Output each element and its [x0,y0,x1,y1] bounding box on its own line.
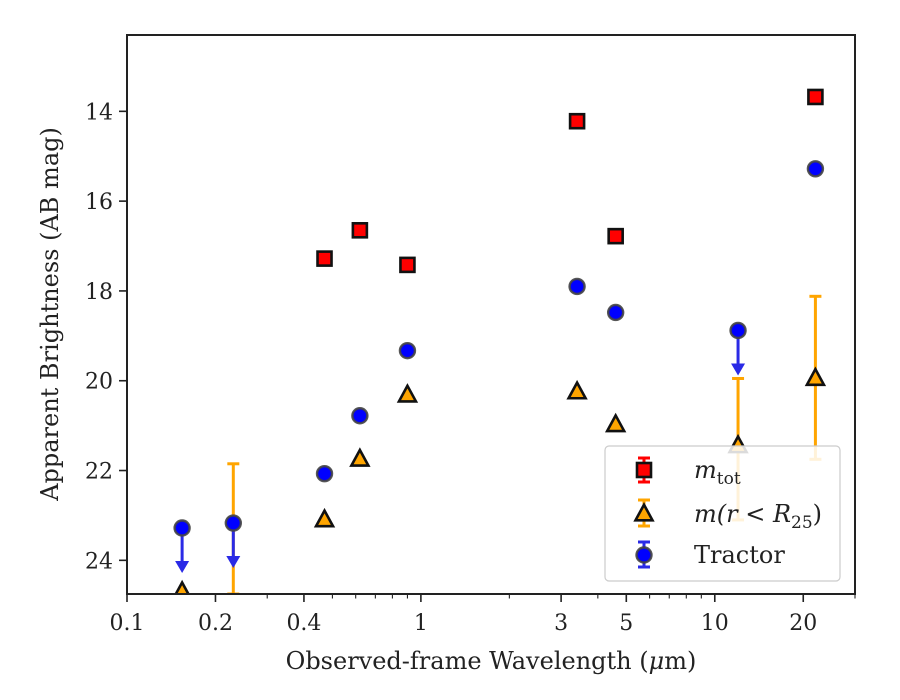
y-tick-label: 22 [85,460,113,485]
mr25-point [174,579,190,594]
mtot-point [316,250,333,267]
ticks-layer: 0.1 0.2 0.4 1 3 5 10 20 14 16 18 20 22 24 [85,100,856,636]
y-tick-label: 18 [85,280,113,305]
legend-label-mr25: m(r < R25) [694,500,822,533]
tractor-point [729,321,747,340]
tractor-limit-arrowhead [226,556,241,569]
plot-frame [126,34,856,595]
plot-layer [173,88,827,594]
mr25-point [349,447,371,467]
mr25-point [566,379,588,400]
mtot-point [607,227,624,245]
mtot-point [399,256,416,274]
x-tick-label: 10 [701,611,729,636]
tractor-limit-arrowhead [731,363,746,376]
legend-mtot-marker [635,461,653,479]
legend-mr25-marker [633,501,655,522]
mr25-point [604,412,627,433]
tractor-point [351,407,369,425]
legend-label-mtot: mtot [694,456,741,489]
y-tick-label: 20 [85,370,113,395]
y-axis-title: Apparent Brightness (AB mag) [36,127,64,502]
mtot-point [568,112,586,130]
x-tick-label: 0.4 [286,611,321,636]
legend-label-tractor: Tractor [694,541,785,569]
y-tick-label: 24 [85,549,113,574]
tractor-limit-arrowhead [175,560,190,573]
x-axis-title: Observed-frame Wavelength (μm) [286,647,697,675]
y-tick-label: 16 [85,190,113,215]
legend-frame [604,445,841,582]
x-tick-label: 20 [789,611,817,636]
mr25-point [396,383,419,403]
x-tick-label: 5 [619,611,633,636]
mtot-point [351,222,369,239]
tractor-point [568,277,586,296]
tractor-point [606,303,625,322]
tractor-point [398,341,417,360]
x-tick-label: 0.1 [110,611,145,636]
tractor-point [224,514,243,532]
tractor-point [315,464,334,483]
x-tick-label: 0.2 [198,611,233,636]
mr25-point [804,366,827,387]
x-tick-label: 1 [414,611,428,636]
x-tick-label: 3 [554,611,568,636]
mtot-point [807,88,824,106]
tractor-point [173,519,191,537]
tractor-point [806,160,825,178]
y-tick-label: 14 [85,100,113,125]
legend-tractor-marker [635,546,653,564]
legend-symbols [633,456,655,569]
mr25-point [313,507,336,528]
legend: mtot m(r < R25) Tractor [604,445,841,582]
